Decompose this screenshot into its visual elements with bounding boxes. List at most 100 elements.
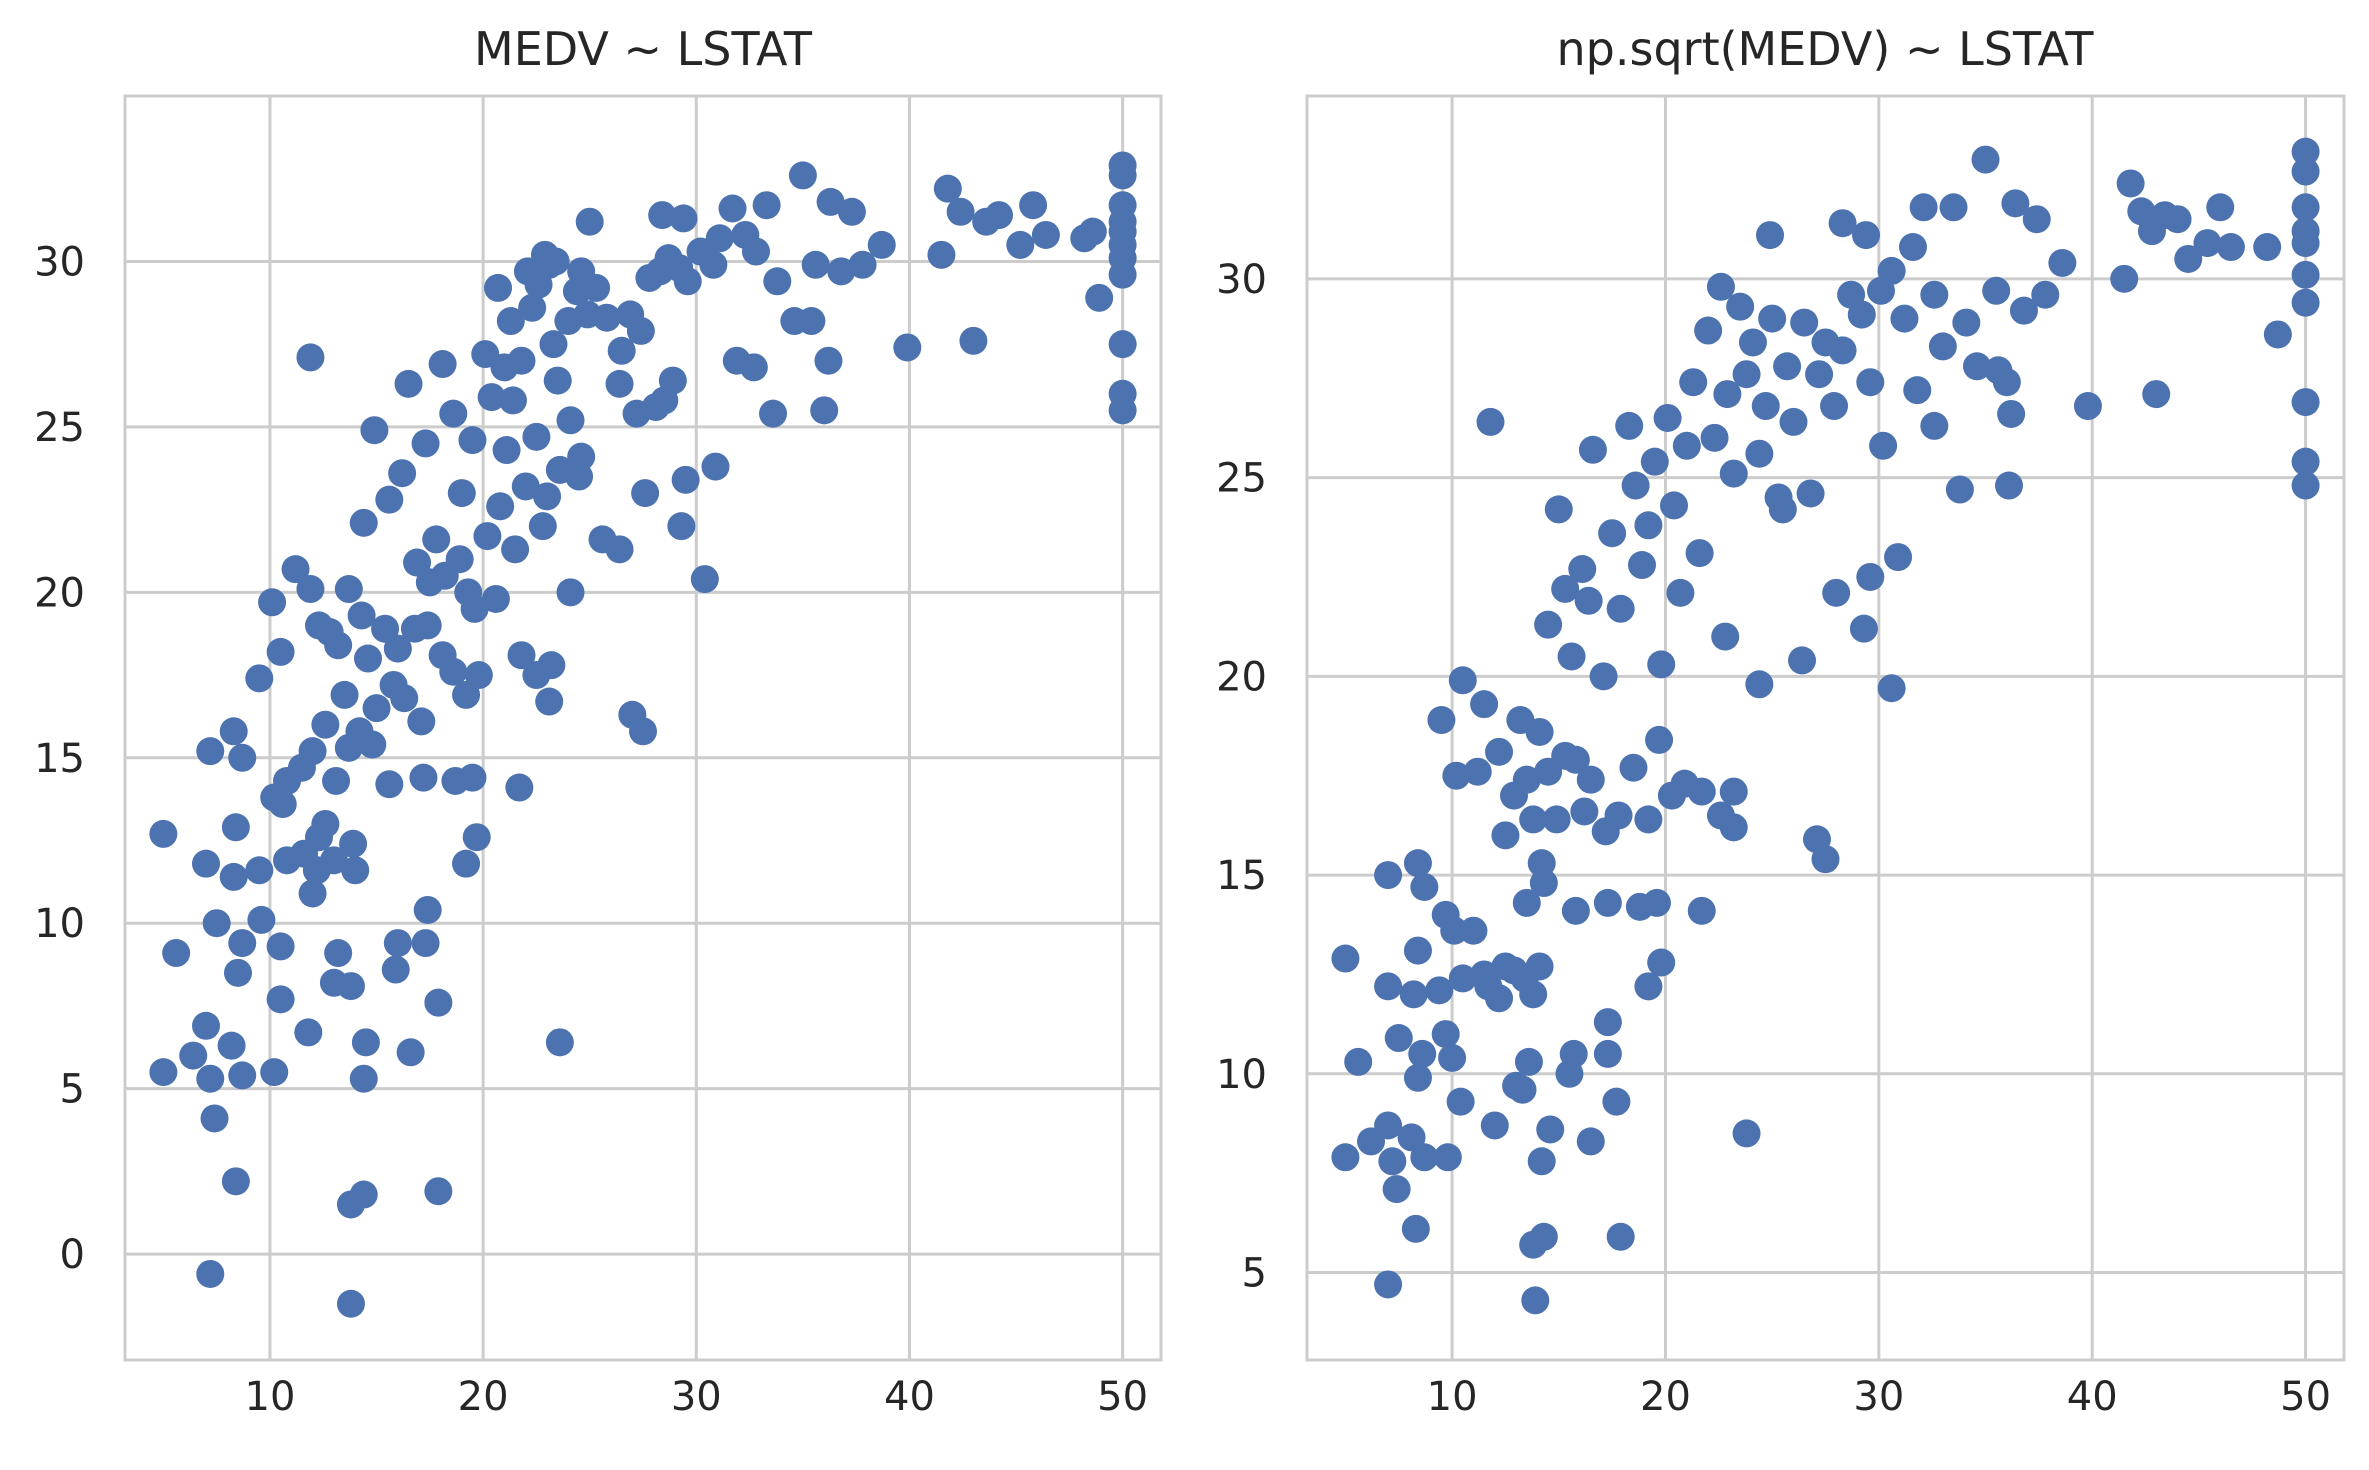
data-point bbox=[1745, 439, 1774, 468]
data-point bbox=[179, 1041, 208, 1070]
data-point bbox=[341, 856, 370, 885]
data-point bbox=[1508, 1075, 1537, 1104]
data-point bbox=[648, 201, 677, 230]
data-point bbox=[458, 426, 487, 455]
data-point bbox=[533, 482, 562, 511]
data-point bbox=[413, 611, 442, 640]
data-point bbox=[268, 790, 297, 819]
left-chart-title: MEDV ~ LSTAT bbox=[474, 22, 813, 76]
data-point bbox=[1738, 328, 1767, 357]
data-point bbox=[462, 823, 491, 852]
data-point bbox=[1856, 368, 1885, 397]
data-point bbox=[1647, 948, 1676, 977]
data-point bbox=[298, 737, 327, 766]
data-point bbox=[221, 1167, 250, 1196]
data-point bbox=[1559, 1039, 1588, 1068]
data-point bbox=[1773, 352, 1802, 381]
x-tick-label: 20 bbox=[458, 1374, 509, 1420]
data-point bbox=[324, 631, 353, 660]
data-point bbox=[1446, 1087, 1475, 1116]
data-point bbox=[518, 293, 547, 322]
data-point bbox=[1378, 1147, 1407, 1176]
data-point bbox=[1869, 431, 1898, 460]
data-point bbox=[1593, 1039, 1622, 1068]
data-point bbox=[424, 1177, 453, 1206]
data-point bbox=[933, 174, 962, 203]
right-points bbox=[1331, 137, 2320, 1315]
data-point bbox=[1384, 1024, 1413, 1053]
data-point bbox=[1512, 765, 1541, 794]
data-point bbox=[2073, 392, 2102, 421]
data-point bbox=[1606, 594, 1635, 623]
data-point bbox=[1485, 984, 1514, 1013]
data-point bbox=[1640, 447, 1669, 476]
data-point bbox=[1984, 356, 2013, 385]
data-point bbox=[1820, 392, 1849, 421]
data-point bbox=[788, 161, 817, 190]
data-point bbox=[501, 535, 530, 564]
data-point bbox=[1828, 336, 1857, 365]
data-point bbox=[477, 383, 506, 412]
data-point bbox=[1713, 380, 1742, 409]
data-point bbox=[1397, 1123, 1426, 1152]
data-point bbox=[867, 230, 896, 259]
left-points bbox=[149, 151, 1137, 1318]
data-point bbox=[266, 985, 295, 1014]
right-subplot: np.sqrt(MEDV) ~ LSTAT 10 20 30 40 50 5 10 15 20… bbox=[1216, 22, 2346, 1420]
data-point bbox=[1568, 555, 1597, 584]
data-point bbox=[1401, 1214, 1430, 1243]
data-point bbox=[1634, 805, 1663, 834]
data-point bbox=[383, 634, 412, 663]
data-point bbox=[1529, 1222, 1558, 1251]
y-tick-label: 5 bbox=[1242, 1251, 1267, 1297]
data-point bbox=[452, 680, 481, 709]
data-point bbox=[827, 257, 856, 286]
y-tick-label: 30 bbox=[34, 239, 85, 285]
right-gridlines bbox=[1307, 96, 2344, 1360]
data-point bbox=[1779, 407, 1808, 436]
data-point bbox=[1593, 888, 1622, 917]
data-point bbox=[673, 267, 702, 296]
data-point bbox=[1627, 551, 1656, 580]
data-point bbox=[481, 584, 510, 613]
data-point bbox=[1525, 717, 1554, 746]
data-point bbox=[1856, 562, 1885, 591]
data-point bbox=[1374, 972, 1403, 1001]
data-point bbox=[1431, 1020, 1460, 1049]
data-point bbox=[1382, 1175, 1411, 1204]
data-point bbox=[690, 565, 719, 594]
data-point bbox=[375, 770, 404, 799]
data-point bbox=[439, 399, 468, 428]
data-point bbox=[336, 1289, 365, 1318]
data-point bbox=[1514, 1047, 1543, 1076]
data-point bbox=[1536, 1115, 1565, 1144]
data-point bbox=[375, 485, 404, 514]
data-point bbox=[537, 651, 566, 680]
data-point bbox=[1561, 896, 1590, 925]
data-point bbox=[484, 273, 513, 302]
data-point bbox=[217, 1031, 246, 1060]
data-point bbox=[505, 773, 534, 802]
data-point bbox=[556, 406, 585, 435]
data-point bbox=[2142, 380, 2171, 409]
x-tick-label: 40 bbox=[2067, 1374, 2118, 1420]
y-tick-label: 5 bbox=[60, 1067, 85, 1113]
data-point bbox=[1448, 964, 1477, 993]
data-point bbox=[522, 422, 551, 451]
data-point bbox=[528, 512, 557, 541]
data-point bbox=[1403, 936, 1432, 965]
data-point bbox=[1403, 849, 1432, 878]
data-point bbox=[1847, 300, 1876, 329]
data-point bbox=[362, 694, 391, 723]
data-point bbox=[984, 201, 1013, 230]
data-point bbox=[1491, 821, 1520, 850]
data-point bbox=[1634, 972, 1663, 1001]
data-point bbox=[1945, 475, 1974, 504]
data-point bbox=[1745, 670, 1774, 699]
data-point bbox=[1982, 276, 2011, 305]
data-point bbox=[1512, 888, 1541, 917]
data-point bbox=[1877, 674, 1906, 703]
data-point bbox=[1621, 471, 1650, 500]
data-point bbox=[464, 661, 493, 690]
data-point bbox=[1711, 622, 1740, 651]
